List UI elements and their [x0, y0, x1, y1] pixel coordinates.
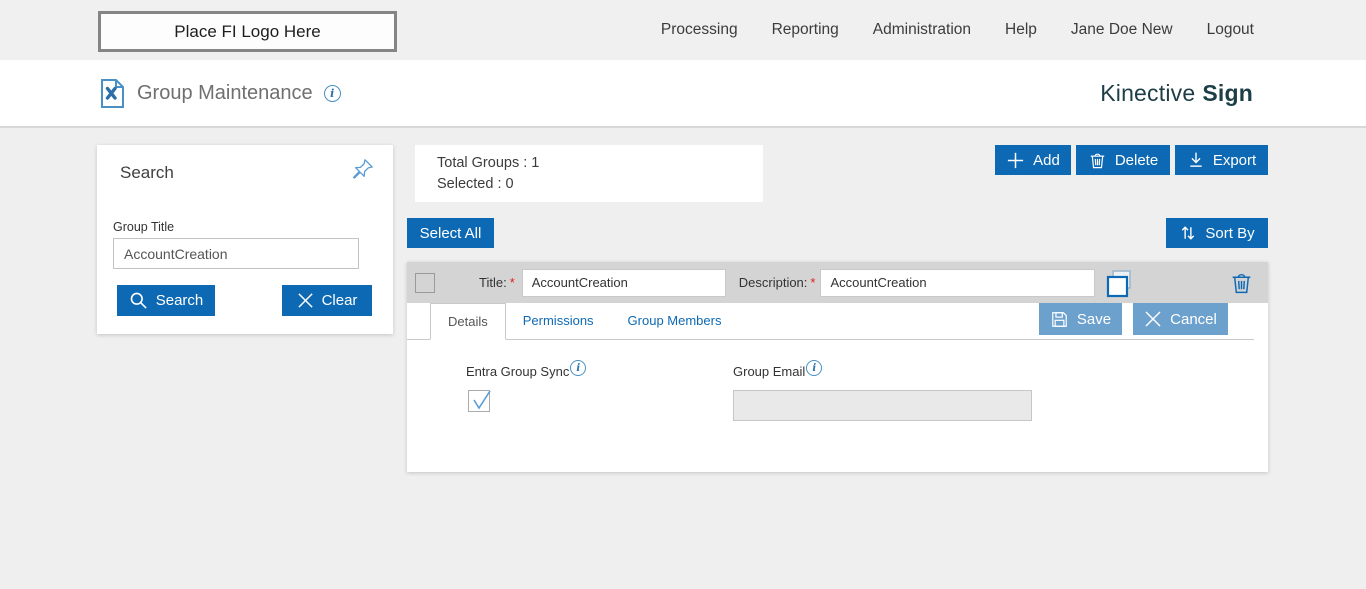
description-input[interactable]: [820, 268, 1096, 297]
brand-logo: Kinective Sign: [1100, 60, 1253, 126]
group-maintenance-icon: [99, 78, 126, 109]
title-input[interactable]: [521, 268, 726, 297]
add-button[interactable]: Add: [995, 145, 1071, 175]
main-content: Total Groups : 1 Selected : 0 Add: [407, 145, 1268, 485]
nav-item-user[interactable]: Jane Doe New: [1070, 21, 1173, 38]
group-edit-panel: Title:* Description:*: [407, 262, 1268, 472]
total-groups-text: Total Groups : 1: [437, 155, 540, 171]
groups-summary-card: Total Groups : 1 Selected : 0: [415, 145, 763, 202]
group-title-label: Group Title: [113, 220, 175, 234]
title-label: Title: *: [479, 275, 515, 290]
tab-bar: Details Permissions Group Members Save: [407, 303, 1268, 340]
tab-details[interactable]: Details: [430, 303, 506, 340]
form-actions: Save Cancel: [1039, 303, 1228, 335]
required-marker: *: [810, 275, 816, 290]
cancel-button[interactable]: Cancel: [1133, 303, 1228, 335]
group-row-checkbox[interactable]: [415, 272, 435, 293]
save-button[interactable]: Save: [1039, 303, 1122, 335]
x-icon: [1144, 310, 1162, 328]
nav-item-logout[interactable]: Logout: [1206, 21, 1254, 38]
nav-item-reporting[interactable]: Reporting: [771, 21, 839, 38]
group-email-label: Group Email i: [733, 360, 823, 379]
search-panel-title: Search: [120, 163, 174, 182]
entra-group-sync-checkbox[interactable]: [468, 390, 491, 412]
details-tab-content: Entra Group Sync i Group Email i: [407, 340, 1268, 472]
required-marker: *: [509, 275, 515, 290]
tab-group-members[interactable]: Group Members: [627, 313, 722, 328]
top-navigation: Processing Reporting Administration Help…: [661, 0, 1254, 60]
copy-icon[interactable]: [1104, 268, 1134, 298]
clear-button[interactable]: Clear: [282, 285, 372, 316]
group-actions-toolbar: Add Delete Export: [995, 145, 1268, 175]
x-icon: [297, 292, 314, 309]
plus-icon: [1006, 151, 1025, 170]
sort-by-button[interactable]: Sort By: [1166, 218, 1268, 248]
group-row: Title:* Description:*: [407, 262, 1268, 303]
search-button[interactable]: Search: [117, 285, 215, 316]
group-email-info-icon[interactable]: i: [806, 360, 823, 376]
entra-group-sync-info-icon[interactable]: i: [570, 360, 587, 376]
select-all-button[interactable]: Select All: [407, 218, 494, 248]
description-label: Description: *: [738, 275, 816, 290]
trash-icon: [1088, 151, 1107, 170]
page-title-info-icon[interactable]: i: [323, 84, 341, 102]
export-button[interactable]: Export: [1175, 145, 1268, 175]
brand-name: Kinective: [1100, 79, 1196, 106]
brand-product: Sign: [1202, 79, 1253, 106]
page-title: Group Maintenance: [137, 81, 313, 104]
top-bar: Place FI Logo Here Processing Reporting …: [0, 0, 1366, 60]
selected-count-text: Selected : 0: [437, 176, 514, 192]
up-down-arrows-icon: [1179, 224, 1197, 242]
search-panel: Search Group Title Search Clear: [97, 145, 393, 334]
download-icon: [1187, 151, 1205, 169]
tab-permissions[interactable]: Permissions: [522, 313, 594, 328]
group-email-input[interactable]: [733, 390, 1032, 421]
page-header: Group Maintenance i Kinective Sign: [0, 60, 1366, 128]
entra-group-sync-label: Entra Group Sync i: [466, 360, 587, 379]
fi-logo-placeholder: Place FI Logo Here: [98, 11, 397, 52]
row-trash-icon[interactable]: [1229, 270, 1254, 296]
nav-item-administration[interactable]: Administration: [872, 21, 972, 38]
nav-item-help[interactable]: Help: [1005, 21, 1037, 38]
pushpin-icon[interactable]: [351, 157, 375, 181]
magnifier-icon: [129, 291, 148, 310]
floppy-disk-icon: [1050, 310, 1069, 329]
nav-item-processing[interactable]: Processing: [660, 21, 738, 38]
group-title-input[interactable]: [113, 238, 359, 269]
delete-button[interactable]: Delete: [1076, 145, 1170, 175]
